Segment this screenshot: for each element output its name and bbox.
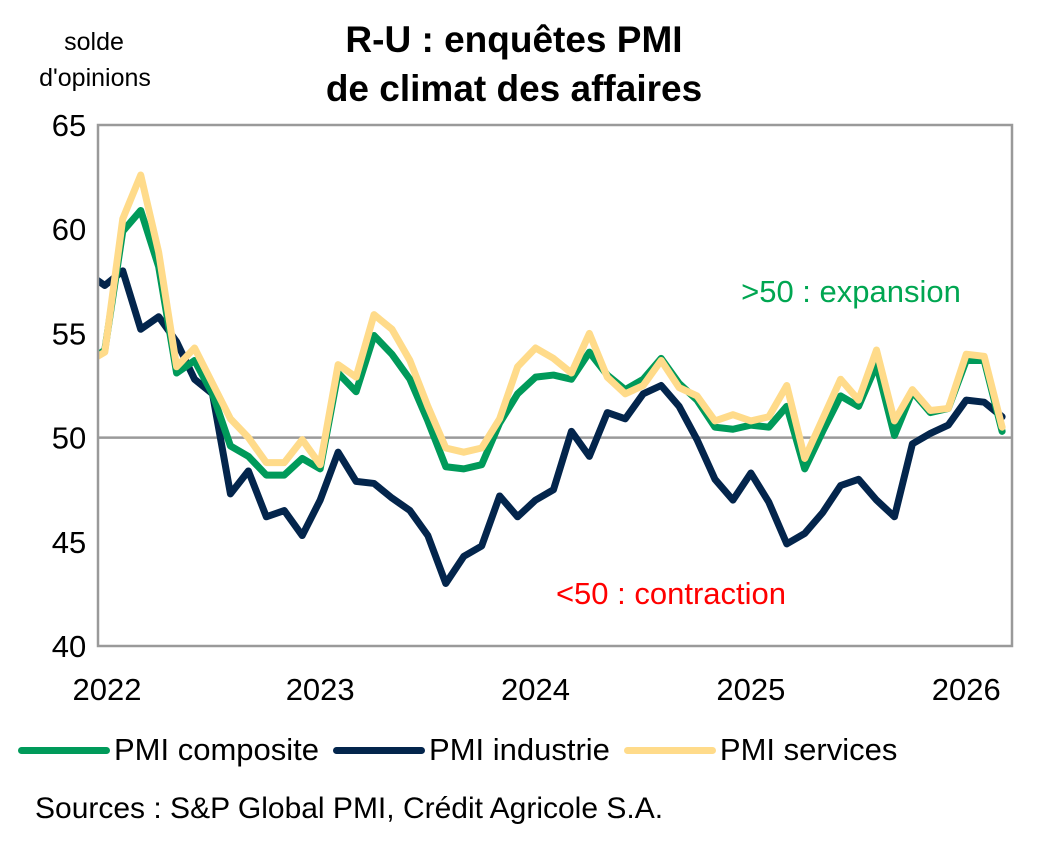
chart-title-line-1: R-U : enquêtes PMI <box>345 19 682 60</box>
y-axis-ticks: 40 45 50 55 60 65 <box>52 108 86 664</box>
y-axis-label-line-2: d'opinions <box>39 64 151 92</box>
chart-legend: PMI composite PMI industrie PMI services <box>18 732 911 768</box>
y-tick-label: 60 <box>52 212 86 247</box>
legend-item-industrie: PMI industrie <box>333 732 610 768</box>
x-tick-label: 2024 <box>501 672 570 707</box>
y-tick-label: 65 <box>52 108 86 143</box>
series-line-pmi-services <box>98 171 1006 469</box>
chart-title: R-U : enquêtes PMI de climat des affaire… <box>326 19 702 109</box>
y-tick-label: 55 <box>52 316 86 351</box>
annotation-expansion: >50 : expansion <box>741 274 961 309</box>
y-tick-label: 45 <box>52 525 86 560</box>
annotation-contraction: <50 : contraction <box>556 576 786 611</box>
legend-item-composite: PMI composite <box>18 732 319 768</box>
y-tick-label: 50 <box>52 421 86 456</box>
y-axis-label-line-1: solde <box>64 28 124 56</box>
legend-label-industrie: PMI industrie <box>429 732 610 767</box>
legend-swatch-composite <box>18 746 110 754</box>
legend-label-composite: PMI composite <box>114 732 320 767</box>
x-tick-label: 2022 <box>73 672 142 707</box>
x-tick-label: 2026 <box>932 672 1001 707</box>
x-axis-ticks: 2022 2023 2024 2025 2026 <box>73 672 1001 707</box>
legend-swatch-industrie <box>333 746 426 754</box>
series-layer <box>98 171 1006 587</box>
plot-frame <box>96 123 1014 648</box>
chart-title-line-2: de climat des affaires <box>326 68 702 109</box>
legend-label-services: PMI services <box>719 732 898 767</box>
legend-item-services: PMI services <box>623 732 898 768</box>
series-line-pmi-composite <box>98 206 1006 479</box>
y-tick-label: 40 <box>52 629 86 664</box>
source-note: Sources : S&P Global PMI, Crédit Agricol… <box>35 792 664 825</box>
series-line-pmi-industrie <box>98 267 1006 587</box>
x-tick-label: 2025 <box>716 672 785 707</box>
x-tick-label: 2023 <box>286 672 355 707</box>
legend-swatch-services <box>623 746 716 754</box>
pmi-line-chart: R-U : enquêtes PMI de climat des affaire… <box>39 19 1014 707</box>
